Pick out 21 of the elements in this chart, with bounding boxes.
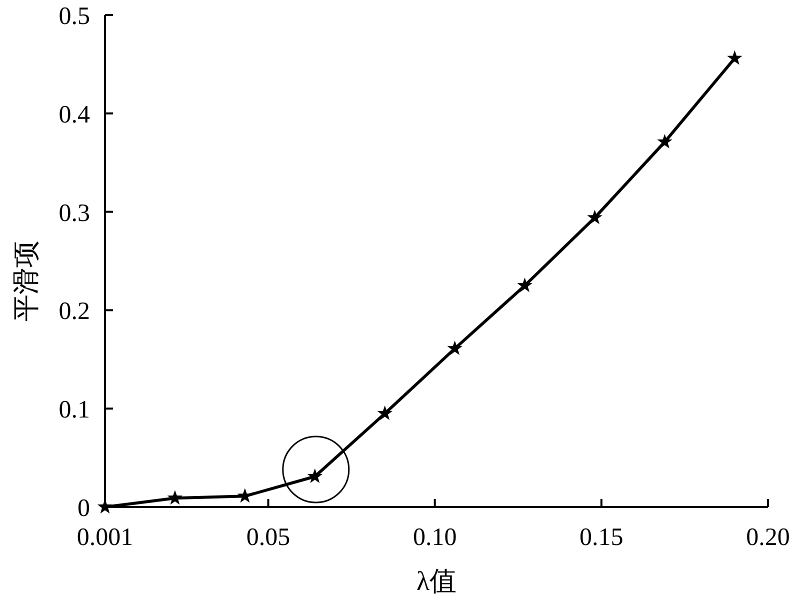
y-tick-label: 0.1 [58, 396, 90, 424]
y-tick-label: 0.3 [58, 200, 90, 227]
x-tick-label: 0.05 [246, 524, 290, 551]
point [377, 406, 392, 420]
y-axis-title: 平滑项 [11, 240, 41, 322]
y-tick-label: 0.4 [58, 101, 90, 128]
y-tick-label: 0.2 [58, 298, 90, 326]
point [167, 490, 183, 505]
point [517, 278, 532, 292]
x-axis-title: λ值 [416, 566, 457, 596]
x-tick-label: 0.15 [580, 524, 624, 551]
x-tick-label: 0.001 [76, 524, 134, 551]
point [447, 340, 462, 356]
x-tick-label: 0.10 [412, 524, 457, 551]
point [657, 134, 672, 148]
y-tick-label: 0 [78, 495, 90, 522]
x-tick-label: 0.20 [746, 524, 790, 551]
point [727, 50, 742, 65]
point [587, 210, 602, 224]
point [307, 468, 322, 483]
y-tick-label: 0.5 [58, 3, 90, 30]
